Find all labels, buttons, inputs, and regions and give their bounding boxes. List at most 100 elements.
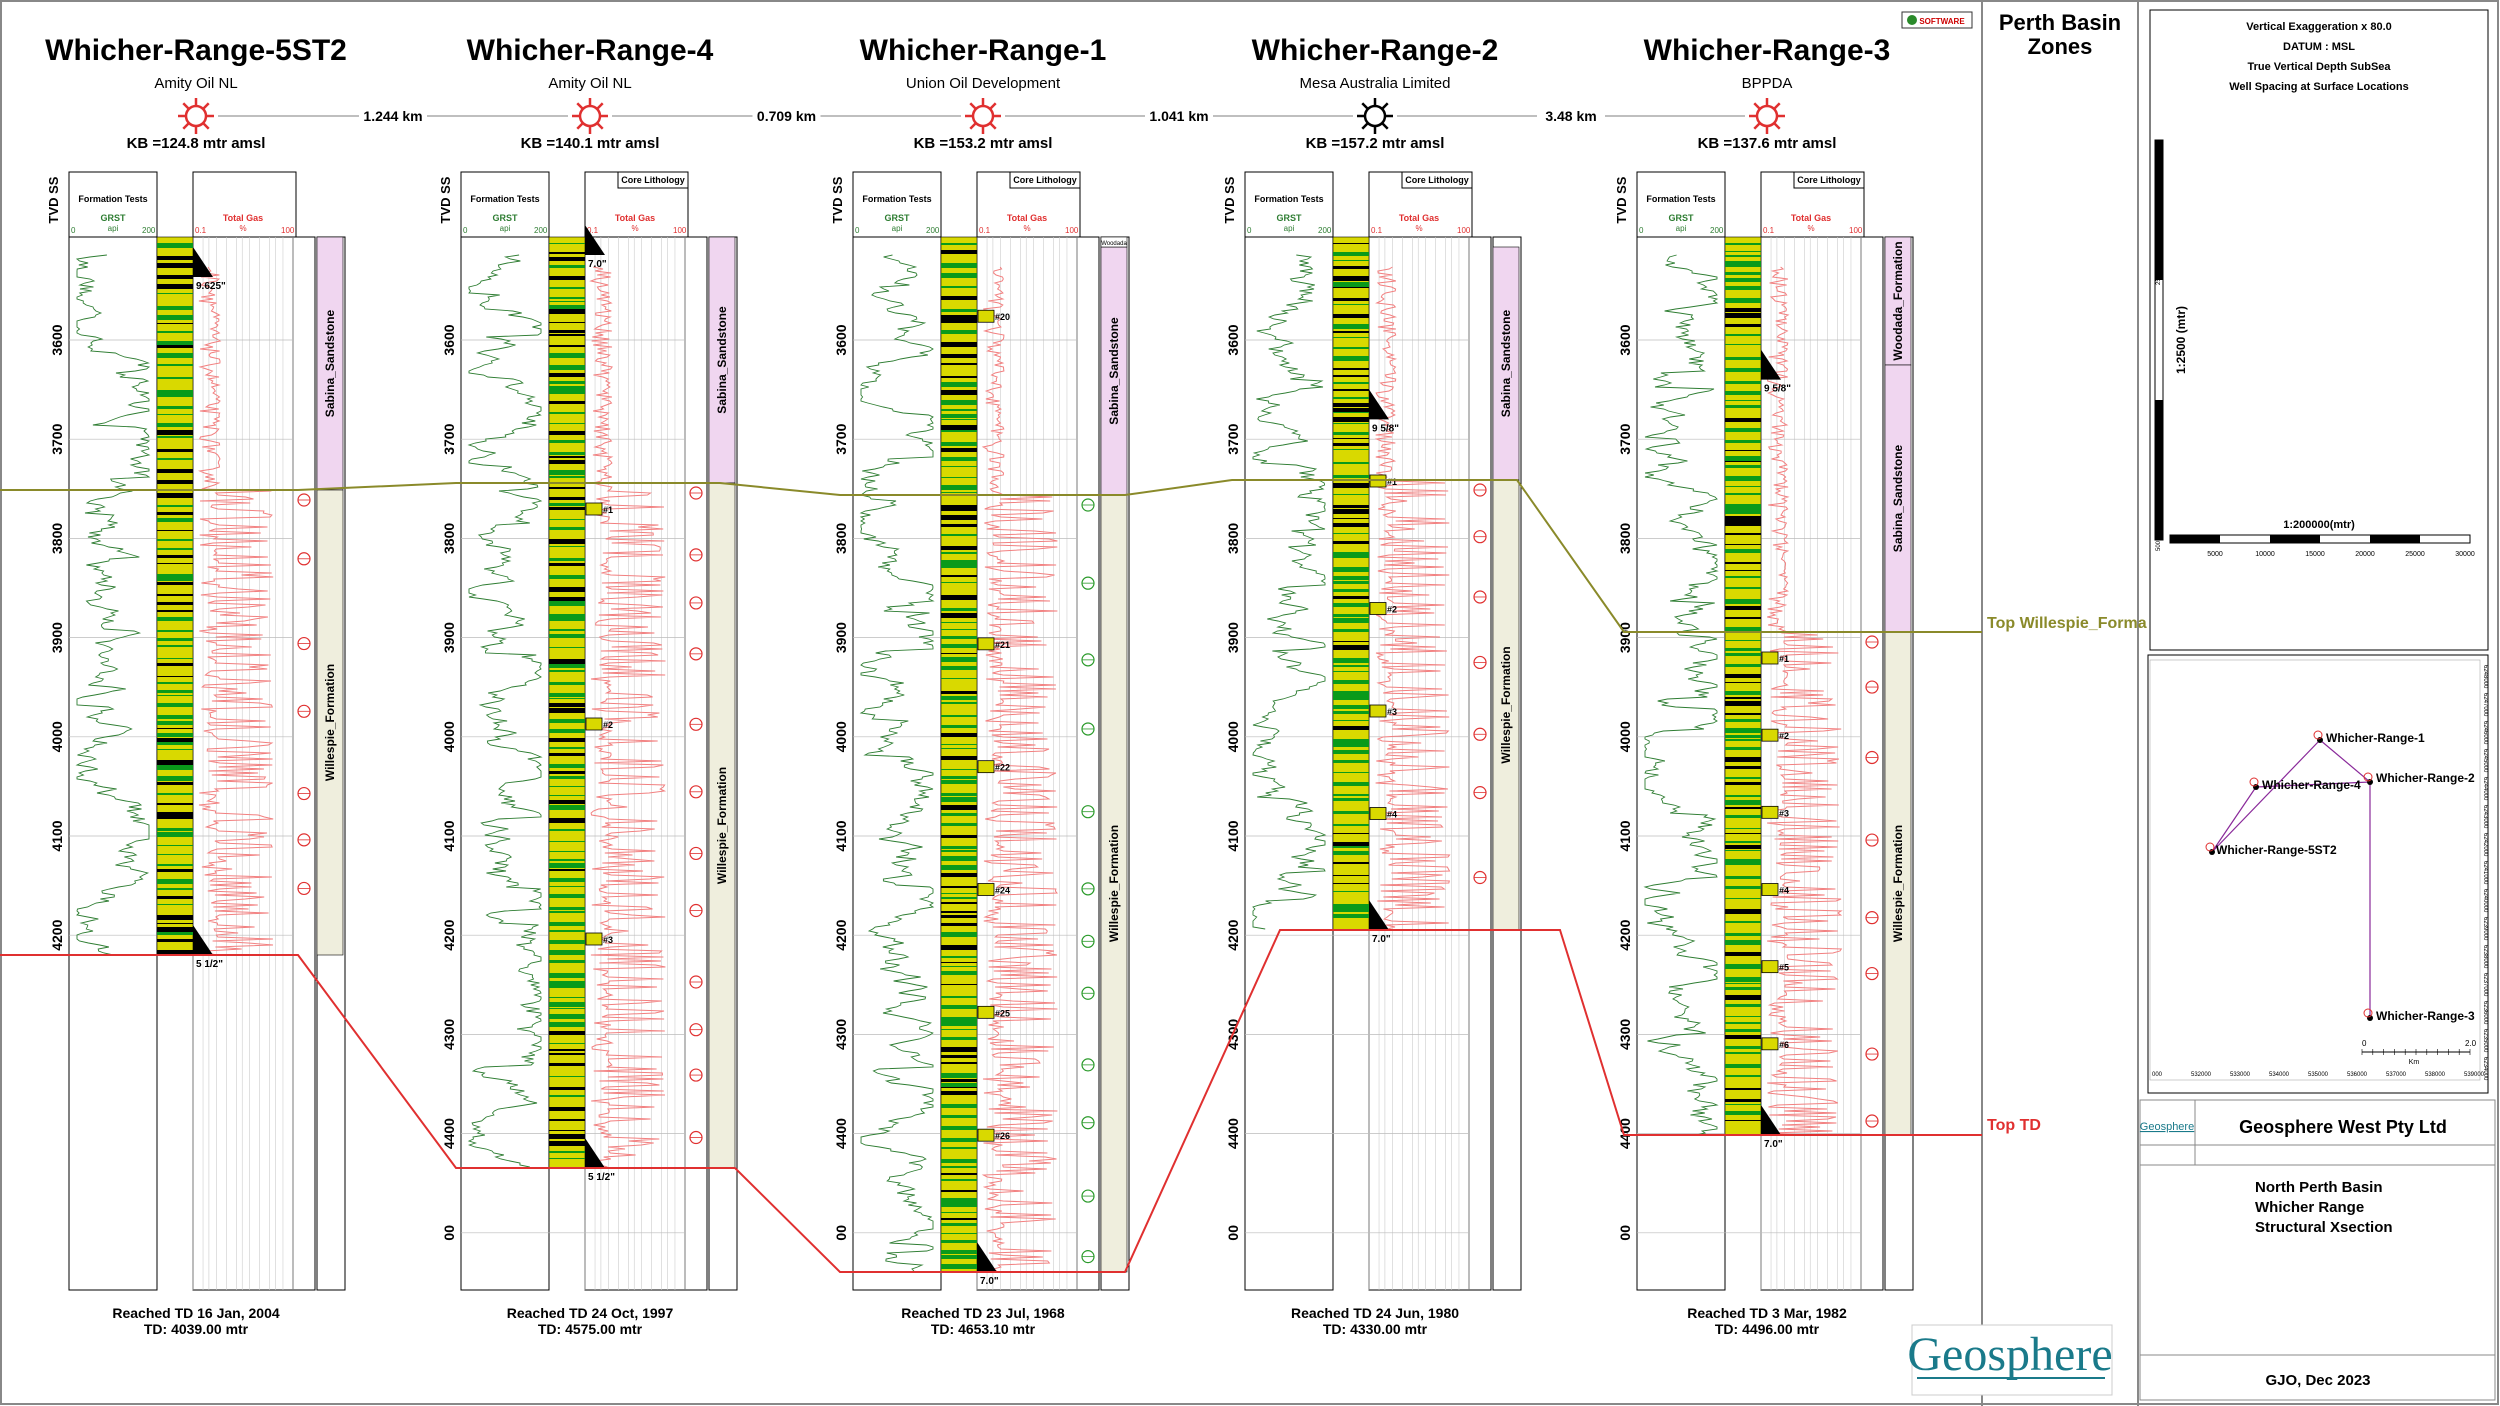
lith-band (157, 760, 193, 765)
hscale-tick: 20000 (2355, 551, 2375, 558)
lith-band (941, 354, 977, 358)
vscale-block (2155, 400, 2163, 540)
grst-max: 200 (534, 226, 548, 235)
lith-band (1333, 382, 1369, 384)
lith-band (549, 869, 585, 871)
depth-tick-label: 3600 (441, 324, 457, 355)
lith-band (1333, 505, 1369, 508)
lith-band (941, 1029, 977, 1030)
lith-band (157, 733, 193, 737)
lith-band (1725, 728, 1761, 733)
lith-band (549, 1151, 585, 1153)
formation-tests-label: Formation Tests (470, 194, 539, 204)
total-gas-curve (589, 266, 667, 1168)
lith-band (549, 257, 585, 261)
formation-tests-label: Formation Tests (862, 194, 931, 204)
lith-band (1333, 533, 1369, 534)
lith-band (1725, 587, 1761, 589)
well-kb: KB =140.1 mtr amsl (521, 135, 660, 152)
lith-band (1333, 629, 1369, 632)
lith-band (1333, 875, 1369, 876)
lith-band (157, 247, 193, 248)
lith-band (549, 776, 585, 779)
lith-band (1333, 743, 1369, 747)
gas-max: 100 (673, 226, 687, 235)
depth-tick-label: 3800 (1225, 523, 1241, 554)
lith-band (157, 602, 193, 605)
depth-tick-label: 4000 (1617, 721, 1633, 752)
lith-band (941, 769, 977, 770)
distance-label-bg (1145, 104, 1213, 126)
well-symbol-ray (1361, 102, 1369, 110)
lith-band (941, 873, 977, 877)
lith-band (157, 530, 193, 531)
lith-band (941, 309, 977, 312)
lith-band (1725, 674, 1761, 678)
core-sample-label: #22 (995, 763, 1010, 773)
lith-band (157, 888, 193, 890)
lith-band (549, 322, 585, 323)
lith-band (1333, 331, 1369, 333)
grst-max: 200 (1318, 226, 1332, 235)
gas-min: 0.1 (979, 226, 991, 235)
map-y-tick: 6236000 (2482, 1001, 2488, 1025)
core-sample-box (585, 717, 603, 731)
td-depth: TD: 4330.00 mtr (1323, 1321, 1428, 1337)
geosphere-logo-big: Geosphere (1907, 1328, 2112, 1381)
depth-track-label: TVD SS (46, 176, 61, 223)
lith-band (549, 470, 585, 475)
lith-band (549, 1158, 585, 1159)
lith-band (157, 663, 193, 666)
lith-band (549, 703, 585, 707)
map-well-label: Whicher-Range-4 (2262, 778, 2361, 792)
lith-band (1333, 726, 1369, 730)
lith-band (941, 400, 977, 405)
lith-band (549, 634, 585, 638)
lith-band (941, 485, 977, 490)
lith-band (549, 1119, 585, 1121)
well-symbol-ray (182, 102, 190, 110)
core-lith-header (1793, 171, 1865, 189)
map-well-label: Whicher-Range-5ST2 (2216, 843, 2337, 857)
vscale-tick: 250 (2156, 274, 2162, 285)
lith-band (549, 771, 585, 774)
core-track (1076, 236, 1100, 1291)
casing-label: 7.0" (588, 259, 607, 270)
core-sample-box (1761, 883, 1779, 896)
distance-label: 3.48 km (1545, 108, 1596, 124)
map-scale-unit: Km (2409, 1059, 2420, 1066)
lith-band (1725, 533, 1761, 535)
lith-band (549, 252, 585, 254)
lith-band (941, 1179, 977, 1181)
lith-band (549, 519, 585, 520)
well-title: Whicher-Range-4 (467, 34, 714, 67)
lith-band (1725, 735, 1761, 738)
well-symbol-ray (969, 102, 977, 110)
casing-shoe-icon (193, 247, 213, 277)
lith-band (941, 560, 977, 565)
lith-band (549, 886, 585, 887)
lith-band (157, 738, 193, 743)
well-symbol-icon (1749, 98, 1785, 134)
lith-band (1333, 266, 1369, 269)
lith-band (549, 973, 585, 978)
depth-tick-label: 4200 (441, 919, 457, 950)
core-sample-box (977, 637, 995, 651)
map-y-tick: 6240000 (2482, 889, 2488, 913)
core-sample-label: #1 (1779, 654, 1789, 664)
lith-band (157, 364, 193, 366)
depth-tick-label: 3800 (441, 523, 457, 554)
lith-band (941, 492, 977, 493)
lith-band (941, 657, 977, 662)
lith-band (1333, 438, 1369, 439)
lith-band (549, 297, 585, 299)
lith-band (549, 614, 585, 618)
lith-band (1725, 782, 1761, 785)
lith-band (157, 721, 193, 725)
td-depth: TD: 4496.00 mtr (1715, 1321, 1820, 1337)
lith-band (1333, 389, 1369, 391)
grst-unit: api (500, 224, 511, 233)
core-sample-label: #3 (1387, 707, 1397, 717)
depth-tick-label: 4300 (833, 1019, 849, 1050)
lith-band (1333, 282, 1369, 287)
